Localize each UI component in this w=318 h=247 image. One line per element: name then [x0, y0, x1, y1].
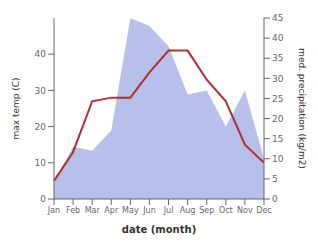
svg-text:Jun: Jun: [142, 206, 156, 215]
svg-text:Mar: Mar: [85, 206, 101, 215]
svg-text:Dec: Dec: [256, 206, 271, 215]
svg-text:10: 10: [272, 154, 284, 164]
svg-text:Nov: Nov: [237, 206, 253, 215]
svg-text:45: 45: [272, 13, 283, 23]
svg-text:Feb: Feb: [66, 206, 80, 215]
svg-text:30: 30: [272, 74, 284, 84]
svg-text:May: May: [122, 206, 139, 215]
svg-text:25: 25: [272, 94, 283, 104]
svg-text:Jan: Jan: [47, 206, 60, 215]
svg-text:30: 30: [35, 86, 47, 96]
svg-text:40: 40: [272, 33, 284, 43]
svg-text:5: 5: [272, 174, 278, 184]
svg-text:max temp (C): max temp (C): [11, 77, 21, 139]
svg-text:15: 15: [272, 134, 283, 144]
svg-text:20: 20: [272, 114, 284, 124]
svg-text:35: 35: [272, 53, 283, 63]
svg-text:40: 40: [35, 49, 47, 59]
svg-text:Aug: Aug: [180, 206, 196, 215]
svg-text:Jul: Jul: [163, 206, 174, 215]
svg-text:0: 0: [272, 194, 278, 204]
svg-text:0: 0: [40, 194, 46, 204]
svg-text:date (month): date (month): [122, 224, 196, 235]
svg-text:Oct: Oct: [219, 206, 233, 215]
svg-text:med. precipitation (kg/m2): med. precipitation (kg/m2): [297, 48, 307, 169]
svg-text:10: 10: [35, 158, 47, 168]
svg-text:Apr: Apr: [104, 206, 119, 215]
svg-text:Sep: Sep: [199, 206, 214, 215]
svg-text:20: 20: [35, 122, 47, 132]
